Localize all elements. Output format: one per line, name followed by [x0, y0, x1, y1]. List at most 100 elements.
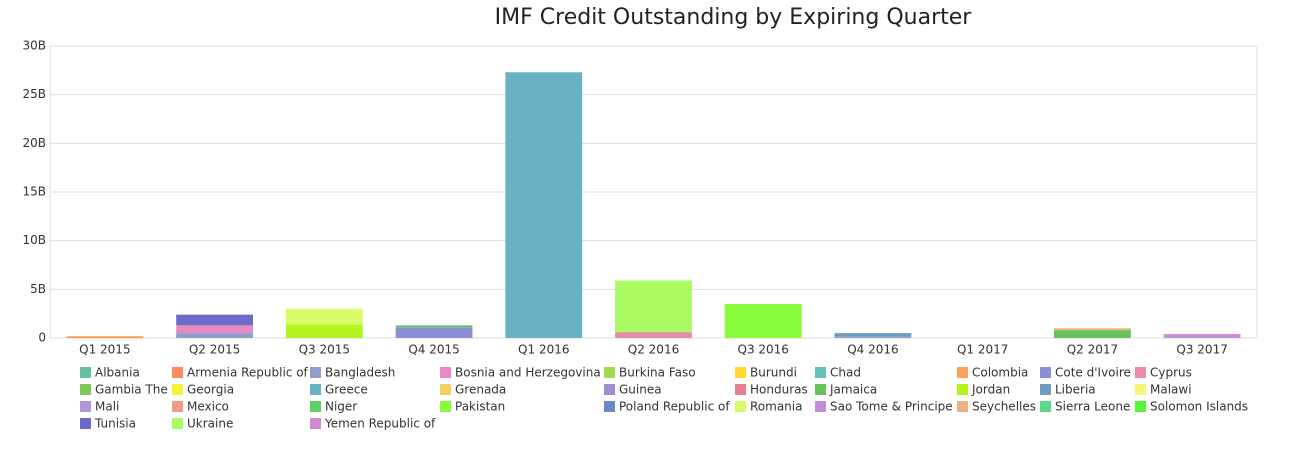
legend-swatch[interactable] — [815, 367, 826, 378]
legend-swatch[interactable] — [310, 418, 321, 429]
legend-swatch[interactable] — [80, 367, 91, 378]
legend-label[interactable]: Colombia — [972, 366, 1028, 380]
legend-swatch[interactable] — [1040, 367, 1051, 378]
legend-swatch[interactable] — [172, 367, 183, 378]
legend-swatch[interactable] — [172, 384, 183, 395]
legend-label[interactable]: Burkina Faso — [619, 366, 696, 380]
legend-label[interactable]: Tunisia — [94, 417, 136, 431]
bar-segment — [395, 327, 473, 338]
legend-swatch[interactable] — [310, 367, 321, 378]
legend-label[interactable]: Pakistan — [455, 400, 505, 414]
bar-segment — [176, 325, 253, 334]
legend-swatch[interactable] — [440, 367, 451, 378]
legend-label[interactable]: Honduras — [750, 383, 808, 397]
legend-label[interactable]: Armenia Republic of — [187, 366, 309, 380]
legend-label[interactable]: Romania — [750, 400, 802, 414]
legend-label[interactable]: Seychelles — [972, 400, 1036, 414]
legend-swatch[interactable] — [172, 401, 183, 412]
legend-label[interactable]: Bangladesh — [325, 366, 395, 380]
legend-swatch[interactable] — [604, 384, 615, 395]
legend-label[interactable]: Guinea — [619, 383, 662, 397]
legend-label[interactable]: Grenada — [455, 383, 506, 397]
legend-swatch[interactable] — [1040, 384, 1051, 395]
bar-segment — [1054, 328, 1131, 331]
legend-label[interactable]: Jamaica — [829, 383, 877, 397]
legend-label[interactable]: Cote d'Ivoire — [1055, 366, 1131, 380]
legend-swatch[interactable] — [735, 367, 746, 378]
legend-label[interactable]: Liberia — [1055, 383, 1096, 397]
legend-swatch[interactable] — [440, 384, 451, 395]
legend-label[interactable]: Georgia — [187, 383, 234, 397]
y-tick-label: 30B — [22, 39, 46, 53]
legend-swatch[interactable] — [310, 384, 321, 395]
legend-swatch[interactable] — [310, 401, 321, 412]
bar-segment — [176, 314, 253, 326]
legend-swatch[interactable] — [957, 384, 968, 395]
y-tick-label: 25B — [22, 87, 46, 101]
bar-segment — [834, 333, 912, 337]
legend-swatch[interactable] — [604, 367, 615, 378]
y-tick-label: 15B — [22, 185, 46, 199]
legend-swatch[interactable] — [815, 384, 826, 395]
bar-segment — [1054, 330, 1131, 338]
legend-swatch[interactable] — [80, 401, 91, 412]
legend-swatch[interactable] — [80, 418, 91, 429]
legend-label[interactable]: Yemen Republic of — [324, 417, 436, 431]
legend-swatch[interactable] — [604, 401, 615, 412]
legend-swatch[interactable] — [440, 401, 451, 412]
x-tick-label: Q4 2016 — [847, 343, 898, 357]
x-tick-label: Q1 2016 — [518, 343, 569, 357]
legend-label[interactable]: Ukraine — [187, 417, 233, 431]
legend-label[interactable]: Burundi — [750, 366, 797, 380]
legend-label[interactable]: Mexico — [187, 400, 229, 414]
x-tick-label: Q3 2017 — [1176, 343, 1227, 357]
bar-segment — [615, 280, 692, 333]
legend-label[interactable]: Bosnia and Herzegovina — [455, 366, 601, 380]
legend-swatch[interactable] — [735, 401, 746, 412]
legend-label[interactable]: Poland Republic of — [619, 400, 730, 414]
bar-segment — [1163, 337, 1241, 338]
legend-swatch[interactable] — [172, 418, 183, 429]
y-tick-label: 0 — [38, 331, 46, 345]
legend-swatch[interactable] — [1135, 401, 1146, 412]
legend-label[interactable]: Niger — [325, 400, 357, 414]
legend-swatch[interactable] — [1040, 401, 1051, 412]
legend-label[interactable]: Albania — [95, 366, 140, 380]
legend-label[interactable]: Gambia The — [95, 383, 168, 397]
bar-segment — [176, 333, 253, 338]
bar-segment — [285, 308, 363, 325]
y-tick-label: 5B — [30, 282, 46, 296]
legend-swatch[interactable] — [815, 401, 826, 412]
legend-label[interactable]: Chad — [830, 366, 861, 380]
legend-swatch[interactable] — [1135, 367, 1146, 378]
legend-label[interactable]: Cyprus — [1150, 366, 1192, 380]
y-tick-label: 20B — [22, 136, 46, 150]
legend-label[interactable]: Solomon Islands — [1150, 400, 1248, 414]
legend-swatch[interactable] — [735, 384, 746, 395]
legend-label[interactable]: Sao Tome & Principe — [830, 400, 953, 414]
x-tick-label: Q3 2016 — [738, 343, 789, 357]
y-tick-label: 10B — [22, 233, 46, 247]
legend-label[interactable]: Jordan — [971, 383, 1010, 397]
bar-segment — [66, 336, 144, 338]
legend-label[interactable]: Sierra Leone — [1055, 400, 1130, 414]
legend-swatch[interactable] — [1135, 384, 1146, 395]
legend-label[interactable]: Malawi — [1150, 383, 1192, 397]
legend-swatch[interactable] — [957, 367, 968, 378]
bar-segment — [1163, 334, 1241, 338]
legend-swatch[interactable] — [80, 384, 91, 395]
legend-label[interactable]: Mali — [95, 400, 119, 414]
bar-segment — [285, 324, 363, 338]
x-tick-label: Q1 2017 — [957, 343, 1008, 357]
bar-segment — [724, 303, 802, 338]
legend-swatch[interactable] — [957, 401, 968, 412]
x-tick-label: Q3 2015 — [299, 343, 350, 357]
x-tick-label: Q2 2017 — [1067, 343, 1118, 357]
bar-segment — [395, 325, 473, 328]
legend-label[interactable]: Greece — [325, 383, 368, 397]
x-tick-label: Q2 2015 — [189, 343, 240, 357]
bar-segment — [505, 72, 583, 338]
x-tick-label: Q4 2015 — [408, 343, 459, 357]
bar-segment — [834, 336, 912, 338]
